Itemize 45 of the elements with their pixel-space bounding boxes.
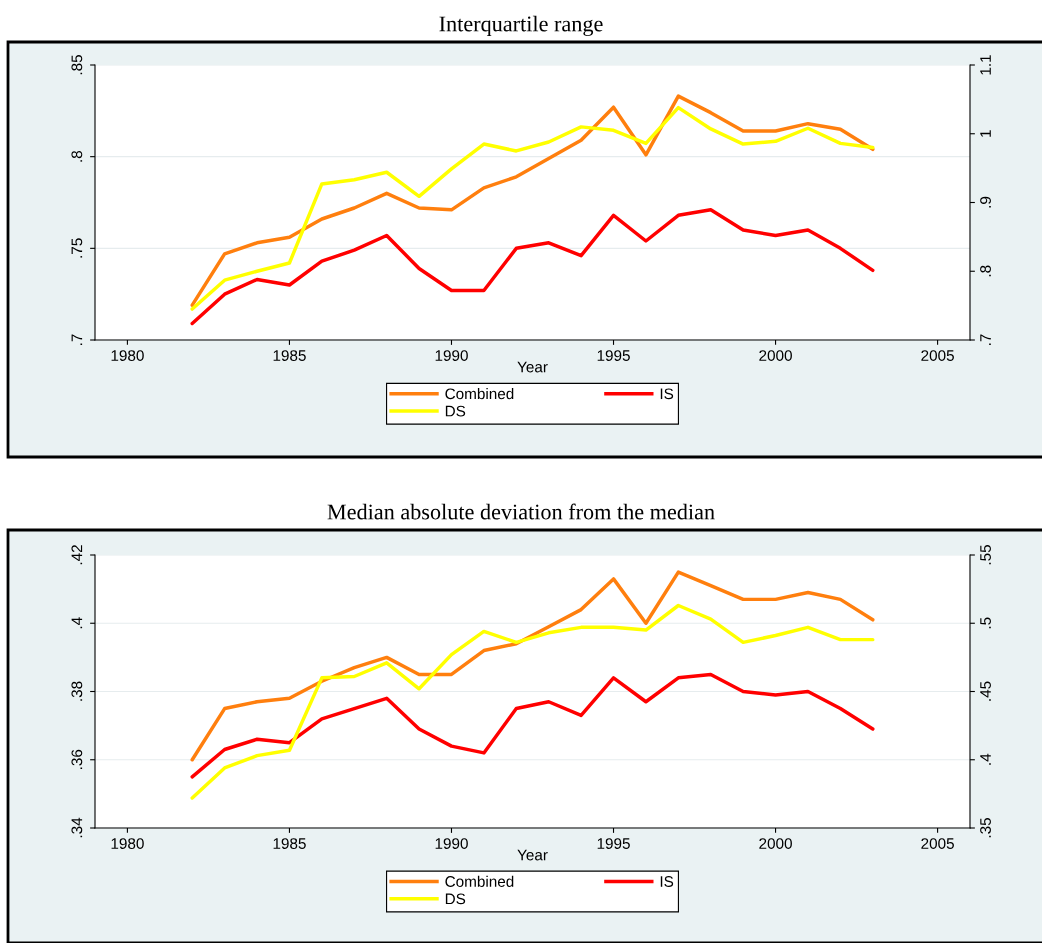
y-tick-label: .34 xyxy=(71,817,83,838)
legend-label: DS xyxy=(445,405,466,417)
y-tick-label: .85 xyxy=(71,55,83,75)
y-tick-label: .42 xyxy=(71,545,83,565)
line-series xyxy=(190,208,875,326)
y-tick-label: .8 xyxy=(71,150,83,162)
x-tick-label: 2000 xyxy=(759,350,792,361)
y2-tick-label: .45 xyxy=(980,681,991,701)
legend-label: Combined xyxy=(445,875,514,887)
y2-tick-label: .4 xyxy=(980,753,991,765)
chart-title: Interquartile range xyxy=(439,15,603,36)
y-tick-label: .75 xyxy=(71,238,83,258)
x-tick-label: 2000 xyxy=(759,838,792,849)
y2-tick-label: .35 xyxy=(980,818,991,838)
x-tick-label: 1980 xyxy=(111,838,144,849)
y2-tick-label: 1.1 xyxy=(980,55,991,75)
line-series xyxy=(190,570,875,762)
chart-title: Median absolute deviation from the median xyxy=(327,503,715,520)
x-tick-label: 1985 xyxy=(273,350,306,361)
x-tick-label: 2005 xyxy=(921,350,954,361)
x-tick-label: 1995 xyxy=(597,350,630,361)
legend-label: DS xyxy=(445,893,466,905)
legend-label: Combined xyxy=(445,387,514,400)
line-series xyxy=(190,672,875,779)
legend-label: IS xyxy=(660,388,674,400)
y2-tick-label: .7 xyxy=(980,334,991,345)
y-tick-label: .4 xyxy=(71,617,83,629)
x-axis-title: Year xyxy=(517,849,548,861)
legend-label: IS xyxy=(660,876,674,887)
x-tick-label: 1990 xyxy=(435,350,468,361)
y-tick-label: .7 xyxy=(71,334,83,345)
line-series xyxy=(190,603,875,800)
x-tick-label: 2005 xyxy=(921,838,954,849)
y2-tick-label: 1 xyxy=(980,130,991,137)
y2-tick-label: .8 xyxy=(980,265,991,277)
y-tick-label: .36 xyxy=(71,749,83,769)
y-tick-label: .38 xyxy=(71,681,83,701)
y2-tick-label: .9 xyxy=(980,196,991,208)
y2-tick-label: .55 xyxy=(980,545,991,565)
x-tick-label: 1995 xyxy=(597,838,630,849)
x-tick-label: 1985 xyxy=(273,838,306,849)
x-axis-title: Year xyxy=(517,361,548,373)
y2-tick-label: .5 xyxy=(980,617,991,629)
x-tick-label: 1980 xyxy=(111,350,144,361)
x-tick-label: 1990 xyxy=(435,838,468,849)
